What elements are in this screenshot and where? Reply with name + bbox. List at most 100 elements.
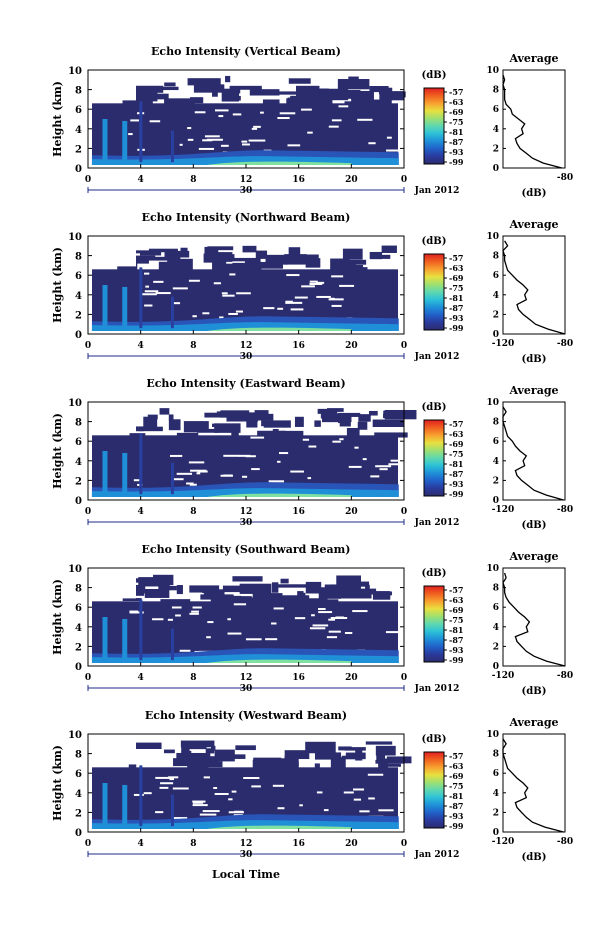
echo-speckle bbox=[213, 787, 218, 790]
echo-speckle bbox=[192, 801, 204, 804]
echo-patch-upper bbox=[227, 754, 246, 759]
echo-patch-upper bbox=[372, 591, 391, 600]
echo-speckle bbox=[348, 465, 362, 468]
colorbar-tick-label: -81 bbox=[449, 293, 463, 303]
avg-y-tick-label: 4 bbox=[493, 291, 499, 301]
avg-frame bbox=[502, 69, 566, 169]
echo-speckle bbox=[232, 113, 242, 116]
colorbar bbox=[423, 419, 445, 497]
echo-speckle bbox=[328, 125, 339, 128]
avg-y-tick-label: 10 bbox=[486, 398, 499, 408]
avg-y-tick-label: 0 bbox=[493, 496, 499, 506]
x-tick-label: 12 bbox=[240, 673, 253, 683]
echo-patch-upper bbox=[266, 758, 298, 762]
echo-patch-upper bbox=[357, 421, 368, 430]
echo-speckle bbox=[375, 465, 392, 468]
echo-speckle bbox=[353, 798, 362, 801]
echo-speckle bbox=[338, 105, 349, 108]
echo-speckle bbox=[326, 636, 338, 639]
avg-y-tick-label: 8 bbox=[493, 418, 499, 428]
echo-patch-upper bbox=[344, 101, 369, 108]
echo-speckle bbox=[245, 455, 256, 458]
echo-patch-upper bbox=[254, 410, 269, 416]
y-axis-label: Height (km) bbox=[51, 745, 64, 821]
echo-speckle bbox=[331, 275, 344, 278]
echo-speckle bbox=[302, 438, 310, 441]
avg-profile-line bbox=[502, 240, 566, 335]
echo-speckle bbox=[279, 112, 296, 115]
echo-speckle bbox=[311, 614, 315, 617]
echo-patch-upper bbox=[189, 585, 220, 593]
avg-x-tick-label: -80 bbox=[557, 173, 573, 183]
echo-speckle bbox=[370, 475, 380, 478]
echo-patch-upper bbox=[249, 89, 280, 96]
echo-speckle bbox=[316, 295, 331, 298]
echo-speckle bbox=[169, 454, 183, 457]
echo-patch-upper bbox=[127, 250, 161, 254]
echo-patch-upper bbox=[276, 595, 310, 604]
echo-patch-upper bbox=[227, 597, 254, 606]
echo-speckle bbox=[192, 606, 202, 609]
precip-streak bbox=[139, 765, 143, 827]
echo-patch-upper bbox=[375, 745, 396, 756]
echo-patch-upper bbox=[139, 252, 162, 256]
echo-patch-upper bbox=[344, 588, 377, 595]
avg-x-label: (dB) bbox=[522, 686, 547, 697]
echo-patch-upper bbox=[345, 752, 366, 760]
echo-patch-upper bbox=[201, 761, 223, 768]
avg-y-tick-label: 8 bbox=[493, 584, 499, 594]
echo-patch-upper bbox=[232, 262, 262, 272]
echo-patch-upper bbox=[226, 257, 260, 262]
echo-speckle bbox=[192, 800, 206, 803]
colorbar bbox=[423, 751, 445, 829]
echo-speckle bbox=[153, 280, 164, 283]
echo-speckle bbox=[331, 304, 342, 307]
echo-speckle bbox=[144, 290, 159, 293]
echo-patch-upper bbox=[384, 409, 417, 420]
echo-patch-upper bbox=[182, 750, 192, 757]
echo-speckle bbox=[221, 292, 228, 295]
x-tick-label: 16 bbox=[292, 673, 305, 683]
x-tick-label: 12 bbox=[240, 341, 253, 351]
echo-speckle bbox=[173, 302, 181, 305]
x-tick-label: 12 bbox=[240, 507, 253, 517]
y-tick-label: 8 bbox=[75, 86, 82, 97]
avg-y-tick-label: 6 bbox=[493, 603, 499, 613]
echo-speckle bbox=[272, 784, 285, 787]
echo-patch-upper bbox=[287, 97, 296, 105]
colorbar-tick-label: -69 bbox=[449, 439, 464, 449]
x-tick-label: 0 bbox=[401, 673, 407, 683]
x-tick-label: 0 bbox=[401, 175, 407, 185]
y-tick-label: 0 bbox=[75, 828, 82, 839]
avg-y-tick-label: 2 bbox=[493, 642, 499, 652]
echo-patch-upper bbox=[368, 410, 378, 416]
echo-patch-upper bbox=[314, 763, 320, 774]
date-marker: 30 bbox=[240, 850, 253, 860]
echo-speckle bbox=[222, 294, 235, 297]
colorbar-tick-label: -87 bbox=[449, 137, 463, 147]
echo-speckle bbox=[169, 778, 175, 781]
x-tick-label: 8 bbox=[190, 839, 196, 849]
echo-patch-upper bbox=[288, 78, 311, 84]
echo-patch-upper bbox=[144, 588, 170, 598]
colorbar-unit: (dB) bbox=[422, 402, 447, 413]
x-tick-label: 20 bbox=[345, 175, 358, 185]
avg-x-tick-label: -120 bbox=[492, 339, 515, 349]
echo-speckle bbox=[141, 293, 157, 296]
echo-speckle bbox=[278, 452, 289, 455]
avg-title: Average bbox=[508, 384, 558, 397]
panel-1: Echo Intensity (Northward Beam) 0 2 4 6 8 10 He… bbox=[51, 211, 573, 365]
date-label: Jan 2012 bbox=[414, 684, 460, 694]
y-tick-label: 4 bbox=[75, 125, 82, 136]
echo-speckle bbox=[213, 282, 221, 285]
colorbar-tick-label: -63 bbox=[449, 97, 464, 107]
echo-patch-upper bbox=[274, 430, 304, 437]
avg-y-tick-label: 4 bbox=[493, 457, 499, 467]
echo-patch-upper bbox=[230, 87, 241, 94]
echo-patch-upper bbox=[271, 582, 279, 593]
echo-speckle bbox=[238, 454, 251, 457]
echo-patch-upper bbox=[132, 590, 145, 596]
echo-patch-upper bbox=[212, 423, 227, 428]
echo-patch-upper bbox=[225, 75, 231, 83]
